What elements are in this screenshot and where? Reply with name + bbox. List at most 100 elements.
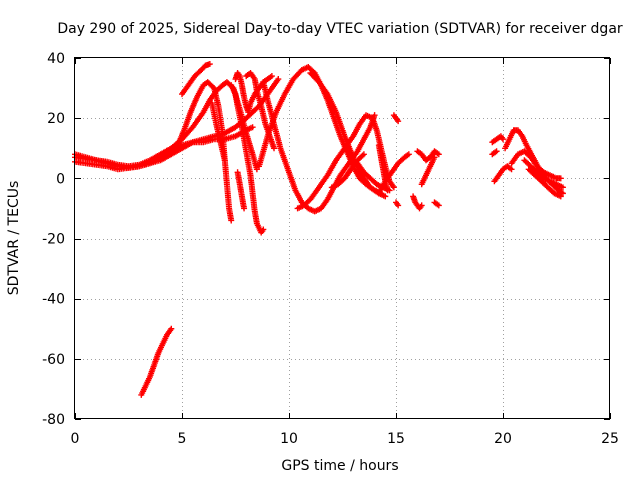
data-point — [390, 112, 398, 120]
data-point — [544, 184, 557, 196]
y-tick-label: 40 — [47, 51, 65, 67]
data-point — [358, 172, 373, 189]
series-track-11-13-up — [307, 70, 389, 200]
data-point — [311, 206, 323, 215]
data-point — [405, 151, 412, 158]
data-point — [185, 74, 197, 89]
y-tick-label: -60 — [42, 352, 65, 368]
data-point — [226, 205, 234, 222]
data-point — [333, 109, 347, 138]
data-point — [268, 73, 275, 80]
data-point — [435, 202, 442, 209]
x-axis-label: GPS time / hours — [281, 458, 398, 474]
data-point — [388, 161, 401, 176]
y-tick-label: -80 — [42, 412, 65, 428]
data-point — [247, 70, 257, 81]
data-point — [253, 166, 260, 173]
data-point — [290, 68, 304, 83]
data-point — [318, 197, 330, 212]
data-point — [386, 178, 396, 189]
series-track-baseline-c — [72, 124, 256, 171]
data-point — [307, 185, 321, 203]
data-point — [418, 202, 425, 209]
data-point — [337, 161, 351, 179]
data-point — [251, 208, 260, 225]
data-point — [382, 193, 389, 200]
data-point — [217, 139, 228, 162]
data-point — [228, 82, 238, 96]
data-point — [206, 61, 213, 68]
data-point — [500, 164, 509, 173]
data-point — [194, 83, 206, 101]
data-point — [251, 76, 260, 93]
data-point — [395, 202, 402, 209]
data-point — [324, 91, 339, 114]
data-point — [198, 63, 208, 73]
data-point — [324, 159, 339, 179]
data-point — [495, 167, 505, 179]
series-track-rise-peak-6h — [174, 79, 235, 224]
data-point — [301, 197, 313, 209]
data-point — [243, 71, 253, 80]
data-point — [200, 80, 210, 89]
data-point — [341, 133, 356, 159]
data-point — [502, 138, 512, 152]
data-point — [395, 155, 407, 167]
data-point — [138, 384, 148, 398]
data-point — [202, 61, 212, 69]
data-point — [215, 103, 226, 135]
points-layer — [72, 61, 566, 398]
data-point — [412, 199, 420, 207]
data-point — [179, 83, 191, 98]
series-track-fall-6-7 — [209, 100, 228, 164]
data-point — [241, 205, 248, 212]
y-tick-label: 0 — [56, 171, 65, 187]
data-point — [555, 187, 565, 196]
data-point — [354, 160, 366, 174]
series-track-19-20-c — [491, 163, 515, 185]
data-point — [159, 333, 170, 347]
label-layer: 0 5 10 15 20 25 -80 -60 -40 -20 0 20 40 — [42, 51, 619, 447]
data-point — [423, 155, 432, 164]
x-tick-label: 0 — [71, 431, 80, 447]
data-point — [155, 342, 165, 356]
series-track-16 — [410, 193, 425, 212]
data-point — [360, 169, 372, 181]
data-point — [500, 136, 506, 143]
series-track-15-iso — [390, 112, 402, 125]
series-track-16-bump — [414, 148, 442, 164]
chart-title: Day 290 of 2025, Sidereal Day-to-day VTE… — [57, 21, 623, 37]
data-point — [271, 77, 281, 89]
data-point — [146, 155, 163, 167]
data-point — [525, 166, 537, 178]
series-track-21-2 — [525, 166, 564, 200]
x-tick-label: 20 — [494, 431, 512, 447]
data-point — [234, 103, 245, 129]
data-point — [211, 85, 221, 108]
series-track-19-20-b — [489, 148, 500, 158]
data-point — [236, 181, 245, 198]
y-tick-label: 20 — [47, 111, 65, 127]
data-point — [271, 145, 278, 152]
tick-layer — [75, 58, 611, 420]
data-point — [416, 203, 424, 212]
data-point — [489, 149, 499, 158]
series-track-baseline-b — [72, 76, 282, 173]
data-point — [493, 134, 503, 143]
data-point — [354, 137, 366, 155]
data-point — [553, 181, 565, 190]
data-point — [223, 181, 232, 210]
data-point — [168, 325, 175, 332]
series-track-16-up — [418, 154, 438, 188]
data-point — [367, 175, 379, 187]
data-point — [243, 124, 254, 134]
data-point — [371, 112, 378, 119]
data-point — [341, 167, 353, 182]
data-point — [360, 151, 367, 158]
data-point — [243, 110, 255, 122]
data-point — [418, 174, 429, 188]
data-point — [414, 148, 424, 157]
data-point — [559, 190, 566, 197]
x-tick-label: 10 — [280, 431, 298, 447]
